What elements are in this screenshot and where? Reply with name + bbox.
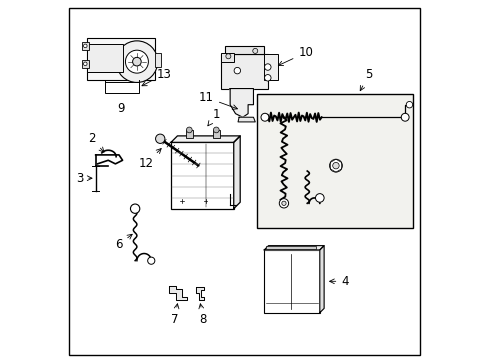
Circle shape bbox=[315, 194, 324, 202]
Bar bbox=[104, 82, 139, 93]
Circle shape bbox=[225, 54, 230, 59]
Polygon shape bbox=[171, 136, 240, 142]
Bar bbox=[155, 53, 161, 67]
Circle shape bbox=[406, 102, 412, 108]
Circle shape bbox=[261, 113, 268, 121]
Text: 12: 12 bbox=[138, 149, 161, 170]
Polygon shape bbox=[233, 136, 240, 209]
Bar bbox=[86, 39, 155, 80]
Bar bbox=[224, 45, 264, 54]
Circle shape bbox=[279, 199, 288, 208]
Bar bbox=[82, 60, 89, 68]
Polygon shape bbox=[238, 117, 255, 122]
Bar bbox=[257, 94, 412, 228]
Circle shape bbox=[83, 62, 87, 66]
Circle shape bbox=[130, 204, 140, 213]
Bar bbox=[212, 130, 220, 138]
Circle shape bbox=[281, 201, 285, 206]
Circle shape bbox=[125, 50, 148, 73]
Circle shape bbox=[116, 41, 158, 82]
Circle shape bbox=[155, 134, 164, 143]
Polygon shape bbox=[264, 246, 324, 250]
Circle shape bbox=[147, 257, 155, 264]
Bar bbox=[264, 250, 319, 313]
Text: 7: 7 bbox=[170, 304, 179, 326]
Text: 4: 4 bbox=[329, 275, 348, 288]
Text: 9: 9 bbox=[117, 102, 124, 115]
Text: 10: 10 bbox=[278, 46, 312, 66]
Circle shape bbox=[332, 162, 339, 169]
Circle shape bbox=[132, 57, 141, 66]
Bar bbox=[221, 53, 233, 62]
Circle shape bbox=[234, 67, 240, 74]
Circle shape bbox=[186, 127, 192, 133]
Bar bbox=[86, 44, 122, 72]
Circle shape bbox=[400, 113, 408, 121]
Bar bbox=[82, 42, 89, 50]
Text: 1: 1 bbox=[207, 108, 220, 126]
Polygon shape bbox=[230, 89, 253, 117]
Text: 5: 5 bbox=[360, 68, 372, 91]
Text: 13: 13 bbox=[142, 68, 171, 86]
Text: 8: 8 bbox=[199, 304, 206, 326]
Text: 11: 11 bbox=[199, 91, 237, 109]
Circle shape bbox=[252, 48, 257, 53]
Circle shape bbox=[329, 159, 342, 172]
Bar bbox=[171, 142, 233, 209]
Bar bbox=[221, 54, 267, 89]
Bar bbox=[185, 130, 192, 138]
Bar bbox=[265, 246, 315, 249]
Text: 3: 3 bbox=[76, 172, 92, 185]
Text: 6: 6 bbox=[115, 234, 132, 251]
Text: 2: 2 bbox=[88, 132, 104, 152]
Polygon shape bbox=[169, 286, 187, 300]
Circle shape bbox=[264, 64, 270, 70]
Bar bbox=[264, 54, 277, 80]
Circle shape bbox=[83, 44, 87, 48]
Polygon shape bbox=[319, 246, 324, 313]
Circle shape bbox=[264, 75, 270, 81]
Circle shape bbox=[213, 127, 219, 133]
Polygon shape bbox=[196, 287, 203, 300]
